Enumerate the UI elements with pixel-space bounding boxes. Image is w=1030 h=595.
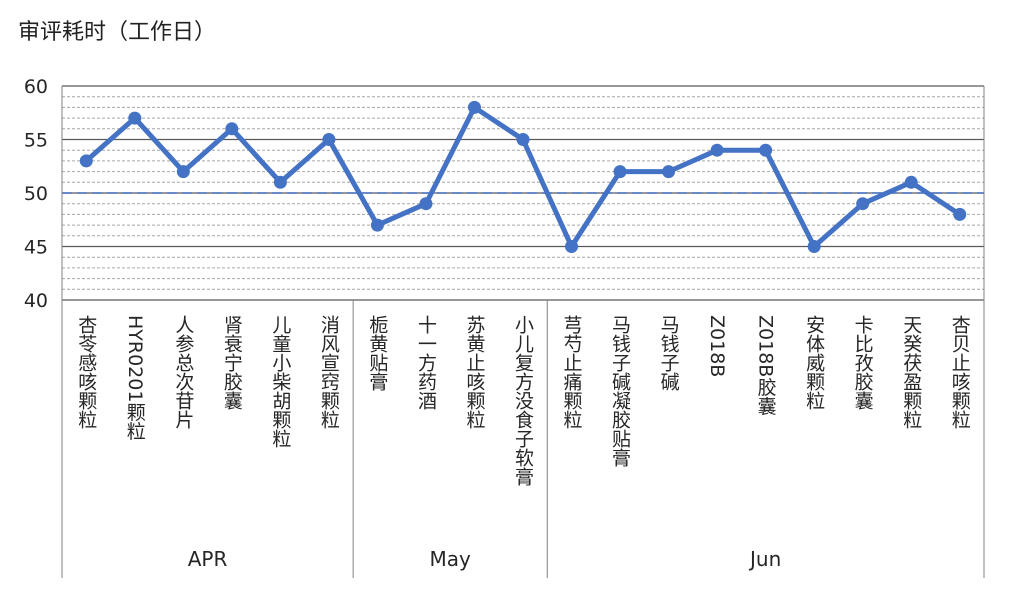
data-point <box>807 240 821 253</box>
y-tick-label: 50 <box>24 183 48 205</box>
data-point <box>565 240 579 253</box>
data-point <box>904 175 918 189</box>
category-label: 人参总次苷片 <box>172 315 194 429</box>
y-tick-label: 60 <box>24 76 48 98</box>
data-point <box>759 143 773 157</box>
data-point <box>516 133 530 146</box>
series-line <box>84 104 962 249</box>
category-label: 马钱子碱 <box>658 315 680 392</box>
category-label: 苏黄止咳颗粒 <box>463 315 485 429</box>
category-label: Z018B胶囊 <box>755 315 777 415</box>
data-point <box>710 143 724 157</box>
category-label: 杏贝止咳颗粒 <box>949 315 971 429</box>
category-label: Z018B <box>706 315 728 377</box>
category-label: 小儿复方没食子软膏 <box>512 315 534 486</box>
category-label: 儿童小柴胡颗粒 <box>269 315 291 448</box>
data-point <box>370 218 384 232</box>
data-point <box>613 165 627 179</box>
data-point <box>662 165 676 179</box>
category-label: 肾衰宁胶囊 <box>221 315 243 410</box>
category-label: HYR0201颗粒 <box>124 315 146 440</box>
data-point <box>176 165 190 179</box>
data-point <box>856 197 870 211</box>
data-point <box>467 100 481 114</box>
category-label: 消风宣窍颗粒 <box>318 315 340 429</box>
data-point <box>273 175 287 189</box>
data-point <box>419 197 433 211</box>
chart-title: 审评耗时（工作日） <box>18 20 217 45</box>
category-label: 马钱子碱凝胶贴膏 <box>609 315 631 467</box>
group-label-jun: Jun <box>748 547 781 571</box>
y-tick-label: 40 <box>24 290 48 312</box>
category-label: 卡比孜胶囊 <box>852 315 874 410</box>
data-point <box>225 122 239 136</box>
data-point <box>79 154 93 168</box>
category-label: 芎芍止痛颗粒 <box>561 315 583 429</box>
category-label: 十一方药酒 <box>415 315 437 410</box>
category-label: 天癸茯盈颗粒 <box>900 315 922 429</box>
category-label: 栀黄贴膏 <box>366 315 388 391</box>
y-tick-label: 55 <box>24 130 48 152</box>
data-point <box>953 207 967 221</box>
category-label: 杏苓感咳颗粒 <box>75 315 97 429</box>
group-label-apr: APR <box>188 547 228 571</box>
data-point <box>128 111 142 125</box>
group-label-may: May <box>430 547 472 571</box>
y-tick-label: 45 <box>24 237 48 259</box>
category-label: 安体威颗粒 <box>803 315 825 410</box>
data-point <box>322 133 336 146</box>
